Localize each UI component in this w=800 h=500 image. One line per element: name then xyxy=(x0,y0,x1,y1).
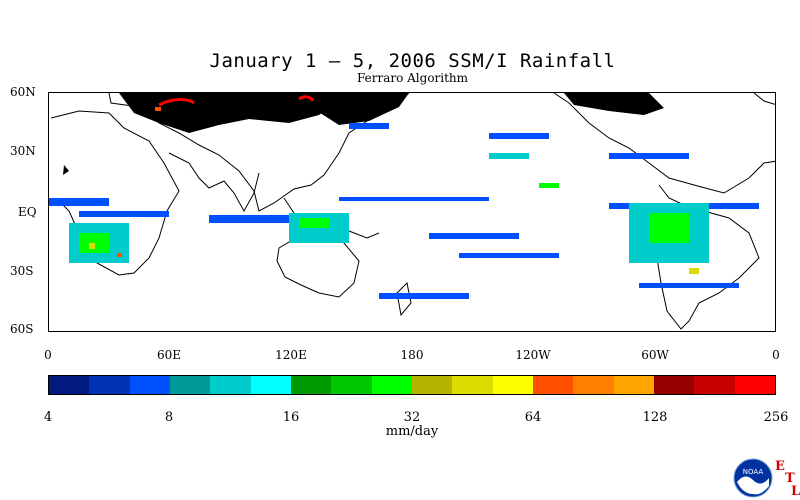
lon-label-60e: 60E xyxy=(156,348,182,362)
colorbar-segment xyxy=(210,376,251,394)
rainfall-map-svg xyxy=(49,93,775,330)
colorbar-segment xyxy=(169,376,211,394)
colorbar-segment xyxy=(653,376,695,394)
map-subtitle: Ferraro Algorithm xyxy=(356,71,469,85)
colorbar-segment xyxy=(573,376,614,394)
colorbar-segment xyxy=(129,376,170,394)
colorbar-segment xyxy=(49,376,90,394)
lat-label-60n: 60N xyxy=(10,85,36,99)
colorbar-tick-256: 256 xyxy=(763,410,789,425)
rainfall-map xyxy=(48,92,776,332)
colorbar-tick-128: 128 xyxy=(642,410,668,425)
colorbar xyxy=(48,375,776,395)
colorbar-segment xyxy=(371,376,412,394)
colorbar-segment xyxy=(89,376,130,394)
logo-letter-e: E xyxy=(775,459,785,474)
lon-label-180: 180 xyxy=(400,348,424,362)
colorbar-tick-32: 32 xyxy=(403,410,421,425)
colorbar-segment xyxy=(411,376,453,394)
colorbar-segment xyxy=(613,376,654,394)
logo-letter-t: T xyxy=(785,471,795,486)
snow-ice-mask xyxy=(63,93,664,175)
colorbar-tick-4: 4 xyxy=(43,410,53,425)
lon-label-120e: 120E xyxy=(275,348,307,362)
colorbar-segment xyxy=(290,376,332,394)
colorbar-segment xyxy=(331,376,372,394)
noaa-logo-icon: NOAA xyxy=(733,458,773,498)
colorbar-tick-64: 64 xyxy=(524,410,542,425)
lat-label-eq: EQ xyxy=(18,205,37,219)
logo-text: NOAA xyxy=(743,468,764,476)
colorbar-tick-8: 8 xyxy=(164,410,174,425)
colorbar-segment xyxy=(734,376,775,394)
lat-label-30s: 30S xyxy=(10,264,34,278)
lon-label-0-east: 0 xyxy=(772,348,780,362)
lat-label-60s: 60S xyxy=(10,322,34,336)
logo-letter-l: L xyxy=(791,484,800,499)
colorbar-segment xyxy=(492,376,533,394)
lat-label-30n: 30N xyxy=(10,144,36,158)
lon-label-120w: 120W xyxy=(515,348,551,362)
colorbar-segment xyxy=(532,376,574,394)
colorbar-segment xyxy=(250,376,291,394)
precipitation-cells xyxy=(49,95,759,299)
colorbar-segment xyxy=(452,376,493,394)
colorbar-tick-16: 16 xyxy=(282,410,300,425)
colorbar-units: mm/day xyxy=(385,424,439,439)
lon-label-60w: 60W xyxy=(641,348,669,362)
lon-label-0-west: 0 xyxy=(44,348,52,362)
colorbar-segment xyxy=(694,376,735,394)
map-title: January 1 – 5, 2006 SSM/I Rainfall xyxy=(209,50,616,72)
